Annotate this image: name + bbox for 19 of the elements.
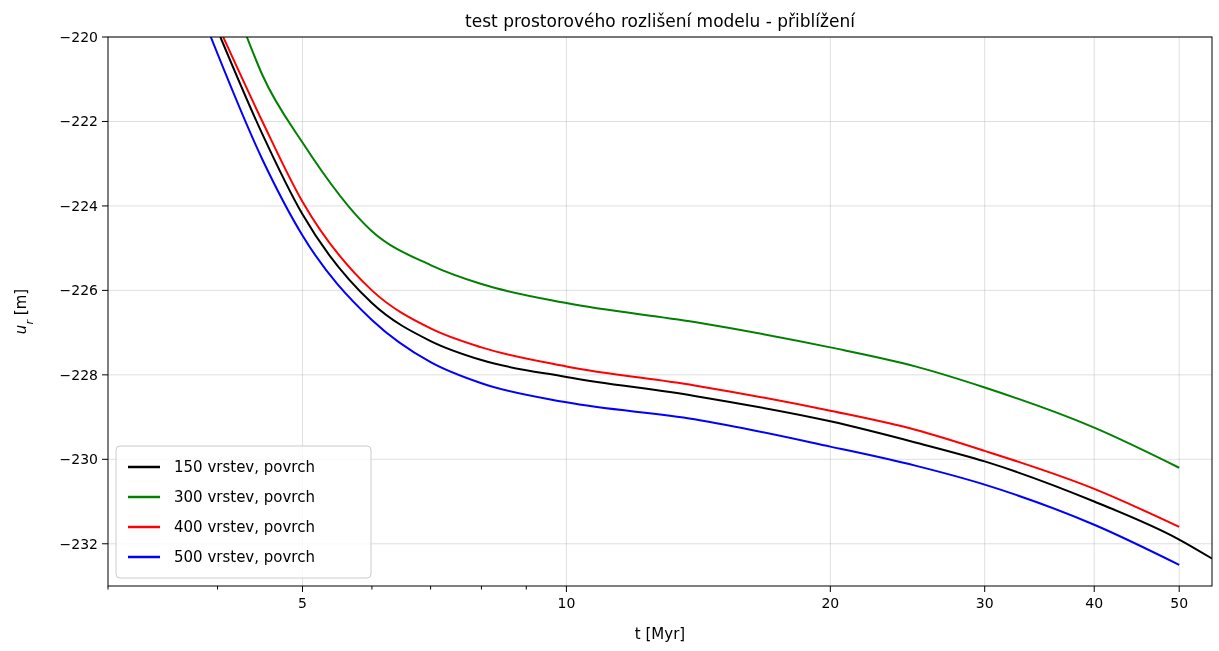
y-tick-label: −230 [59, 451, 98, 468]
x-tick-label: 40 [1085, 595, 1104, 611]
y-tick-label: −220 [59, 29, 98, 45]
legend-label: 150 vrstev, povrch [174, 458, 315, 476]
legend-label: 500 vrstev, povrch [174, 548, 315, 566]
legend-label: 300 vrstev, povrch [174, 488, 315, 506]
x-tick-label: 20 [821, 595, 840, 611]
legend-label: 400 vrstev, povrch [174, 518, 315, 536]
y-tick-label: −222 [59, 113, 98, 130]
x-tick-label: 30 [975, 595, 994, 611]
x-tick-label: 10 [557, 595, 576, 611]
x-tick-label: 50 [1170, 595, 1189, 611]
y-tick-label: −226 [59, 282, 99, 299]
y-tick-label: −232 [59, 535, 98, 552]
y-tick-label: −224 [59, 197, 99, 214]
x-axis-title: t [Myr] [634, 625, 686, 643]
chart-title: test prostorového rozlišení modelu - přiblížení [465, 11, 857, 31]
y-tick-label: −228 [59, 366, 98, 383]
x-tick-label: 5 [298, 595, 307, 611]
